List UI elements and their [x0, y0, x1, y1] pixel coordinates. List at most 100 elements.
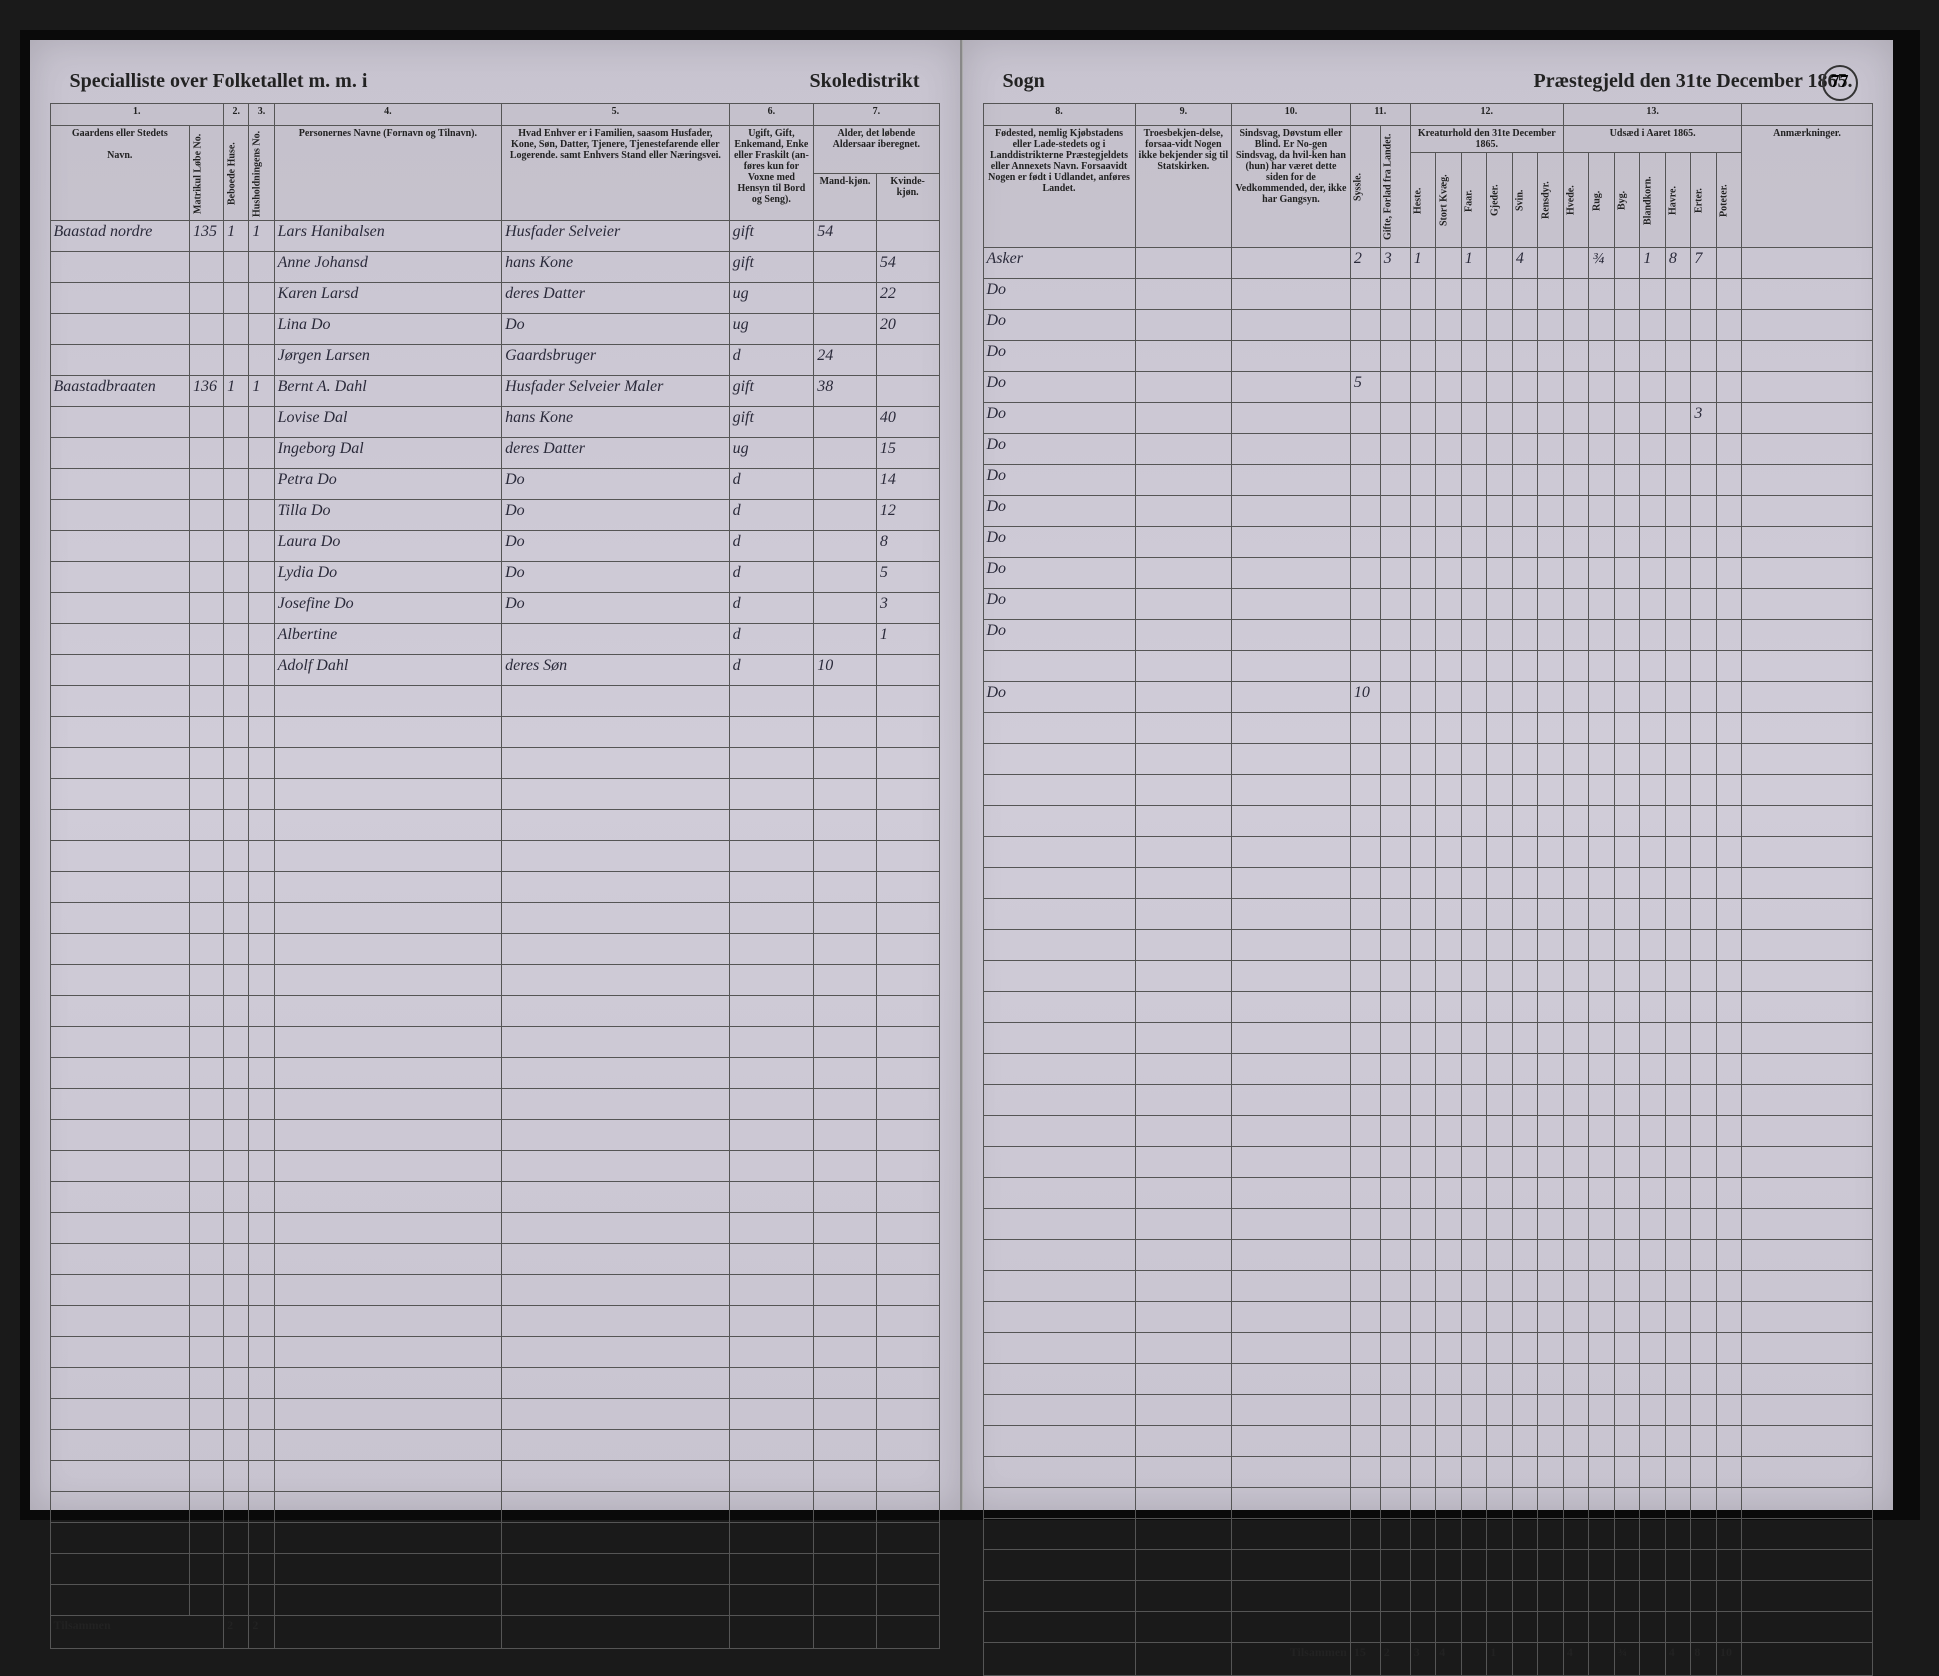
- cell-r-10: [1538, 496, 1564, 527]
- cell-r-17: [1716, 682, 1742, 713]
- h13-sub-1: Rug.: [1589, 153, 1615, 248]
- empty-row: [50, 1492, 939, 1523]
- empty-row: [983, 837, 1872, 868]
- table-row: Do: [983, 310, 1872, 341]
- cell-name: Lars Hanibalsen: [274, 221, 501, 252]
- cell-r-8: [1487, 248, 1513, 279]
- empty-row: [983, 1519, 1872, 1550]
- cell-r-8: [1487, 620, 1513, 651]
- cell-r-5: [1410, 434, 1436, 465]
- cell-name: Lydia Do: [274, 562, 501, 593]
- cell-r-14: [1640, 620, 1666, 651]
- cell-r-16: [1691, 310, 1717, 341]
- cell-r-6: [1436, 372, 1462, 403]
- footer-cell-17: 10: [1716, 1643, 1742, 1676]
- header-district: Skoledistrikt: [809, 70, 919, 93]
- cell-rel: Husfader Selveier: [502, 221, 729, 252]
- cell-r-1: [1135, 248, 1232, 279]
- h11b: Gifte, Forlad fra Landet.: [1380, 126, 1410, 248]
- h13-sub-6: Poteter.: [1716, 153, 1742, 248]
- cell-r-6: [1436, 651, 1462, 682]
- col-notes: [1742, 104, 1872, 126]
- sum-houses: 2: [224, 1616, 249, 1649]
- cell-r-6: [1436, 620, 1462, 651]
- cell-r-5: [1410, 620, 1436, 651]
- cell-r-13: [1614, 527, 1640, 558]
- cell-r-12: [1589, 496, 1615, 527]
- cell-farm: Baastadbraaten: [50, 376, 190, 407]
- table-row: Lovise Dalhans Konegift40: [50, 407, 939, 438]
- cell-r-8: [1487, 403, 1513, 434]
- cell-r-8: [1487, 310, 1513, 341]
- footer-cell-2: Tilsammen: [1232, 1643, 1351, 1676]
- empty-row: [983, 1209, 1872, 1240]
- cell-r-0: Do: [983, 341, 1135, 372]
- table-row: Baastadbraaten13611Bernt A. DahlHusfader…: [50, 376, 939, 407]
- cell-m: [814, 531, 877, 562]
- empty-row: [983, 1581, 1872, 1612]
- cell-r-9: [1512, 651, 1538, 682]
- empty-row: [50, 1399, 939, 1430]
- cell-r-12: [1589, 527, 1615, 558]
- cell-m: [814, 283, 877, 314]
- cell-r-4: [1380, 434, 1410, 465]
- right-header: Sogn Præstegjeld den 31te December 1865.: [963, 40, 1893, 103]
- cell-r-11: [1563, 248, 1589, 279]
- cell-r-1: [1135, 527, 1232, 558]
- cell-r-17: [1716, 434, 1742, 465]
- cell-r-3: [1350, 527, 1380, 558]
- col-1: 1.: [50, 104, 224, 126]
- table-row: Do: [983, 496, 1872, 527]
- table-row: Petra DoDod14: [50, 469, 939, 500]
- cell-r-10: [1538, 372, 1564, 403]
- cell-hh: [249, 469, 274, 500]
- h12-sub-3: Gjeder.: [1487, 153, 1513, 248]
- cell-r-13: [1614, 279, 1640, 310]
- cell-r-7: [1461, 310, 1487, 341]
- cell-r-9: [1512, 341, 1538, 372]
- cell-r-11: [1563, 434, 1589, 465]
- cell-r-15: 8: [1665, 248, 1691, 279]
- cell-m: 38: [814, 376, 877, 407]
- table-row: Josefine DoDod3: [50, 593, 939, 624]
- cell-name: Petra Do: [274, 469, 501, 500]
- cell-r-9: [1512, 527, 1538, 558]
- cell-r-5: [1410, 341, 1436, 372]
- cell-r-8: [1487, 341, 1513, 372]
- cell-r-16: [1691, 558, 1717, 589]
- cell-r-11: [1563, 341, 1589, 372]
- cell-r-17: [1716, 341, 1742, 372]
- cell-r-17: [1716, 589, 1742, 620]
- cell-r-0: Do: [983, 403, 1135, 434]
- cell-r-1: [1135, 341, 1232, 372]
- cell-r-7: [1461, 279, 1487, 310]
- cell-hh: [249, 438, 274, 469]
- cell-r-11: [1563, 682, 1589, 713]
- footer-cell-3: 15: [1350, 1643, 1380, 1676]
- footer-cell-12: [1589, 1643, 1615, 1676]
- cell-r-9: [1512, 403, 1538, 434]
- empty-row: [983, 713, 1872, 744]
- cell-r-15: [1665, 279, 1691, 310]
- cell-r-9: [1512, 620, 1538, 651]
- cell-r-15: [1665, 558, 1691, 589]
- empty-row: [983, 1054, 1872, 1085]
- cell-hh: [249, 593, 274, 624]
- cell-r-12: [1589, 279, 1615, 310]
- cell-r-5: 1: [1410, 248, 1436, 279]
- cell-r-7: [1461, 403, 1487, 434]
- cell-r-0: Do: [983, 620, 1135, 651]
- cell-mno: 136: [190, 376, 224, 407]
- cell-r-1: [1135, 620, 1232, 651]
- cell-hh: [249, 562, 274, 593]
- cell-house: [224, 531, 249, 562]
- cell-r-17: [1716, 527, 1742, 558]
- cell-hh: [249, 655, 274, 686]
- cell-mno: [190, 655, 224, 686]
- h-rel: Hvad Enhver er i Familien, saasom Husfad…: [502, 126, 729, 221]
- cell-r-4: [1380, 589, 1410, 620]
- empty-row: [983, 744, 1872, 775]
- cell-name: Jørgen Larsen: [274, 345, 501, 376]
- cell-mno: [190, 593, 224, 624]
- cell-r-9: [1512, 496, 1538, 527]
